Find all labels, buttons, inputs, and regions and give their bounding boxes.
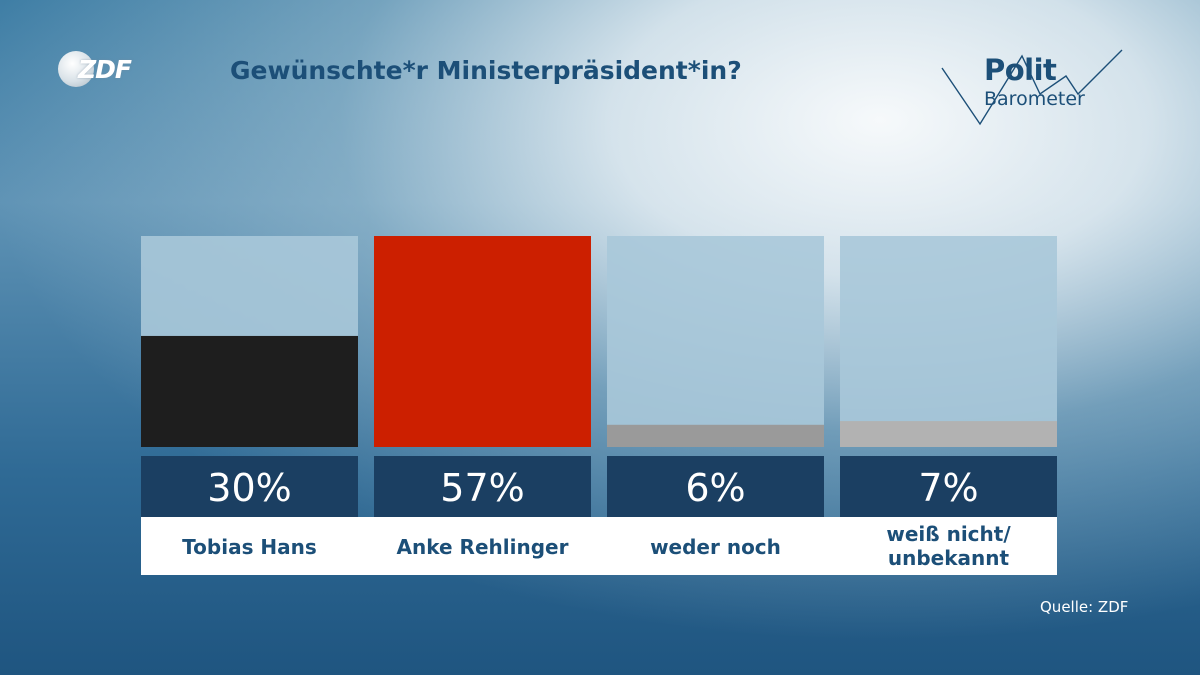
politbarometer-zigzag-icon xyxy=(941,49,1123,126)
category-label-strip xyxy=(141,517,1057,575)
category-label: unbekannt xyxy=(888,546,1010,570)
zdf-logo: ZDF xyxy=(58,51,136,87)
politbarometer-line1: Polit xyxy=(984,53,1057,87)
chart-title: Gewünschte*r Ministerpräsident*in? xyxy=(230,56,742,85)
value-label-box xyxy=(607,456,824,517)
bar xyxy=(374,236,591,447)
value-label: 30% xyxy=(207,466,291,510)
bar-background xyxy=(607,236,824,447)
bar xyxy=(607,424,824,447)
category-label: weder noch xyxy=(650,535,781,559)
politbarometer-line2: Barometer xyxy=(984,88,1085,110)
value-label: 57% xyxy=(440,466,524,510)
value-label-box xyxy=(840,456,1057,517)
value-label-box xyxy=(374,456,591,517)
category-label: Tobias Hans xyxy=(182,535,317,559)
zdf-logo-text: ZDF xyxy=(78,55,132,84)
value-label-box xyxy=(141,456,358,517)
source-note: Quelle: ZDF xyxy=(1040,598,1129,616)
bar xyxy=(840,421,1057,447)
politbarometer-logo: Polit Barometer xyxy=(936,46,1126,131)
bar-background xyxy=(840,236,1057,447)
value-label: 6% xyxy=(685,466,745,510)
value-label: 7% xyxy=(918,466,978,510)
category-label: weiß nicht/ xyxy=(886,522,1011,546)
category-label: Anke Rehlinger xyxy=(397,535,569,559)
zdf-logo-circle xyxy=(58,51,94,87)
bar xyxy=(141,335,358,447)
